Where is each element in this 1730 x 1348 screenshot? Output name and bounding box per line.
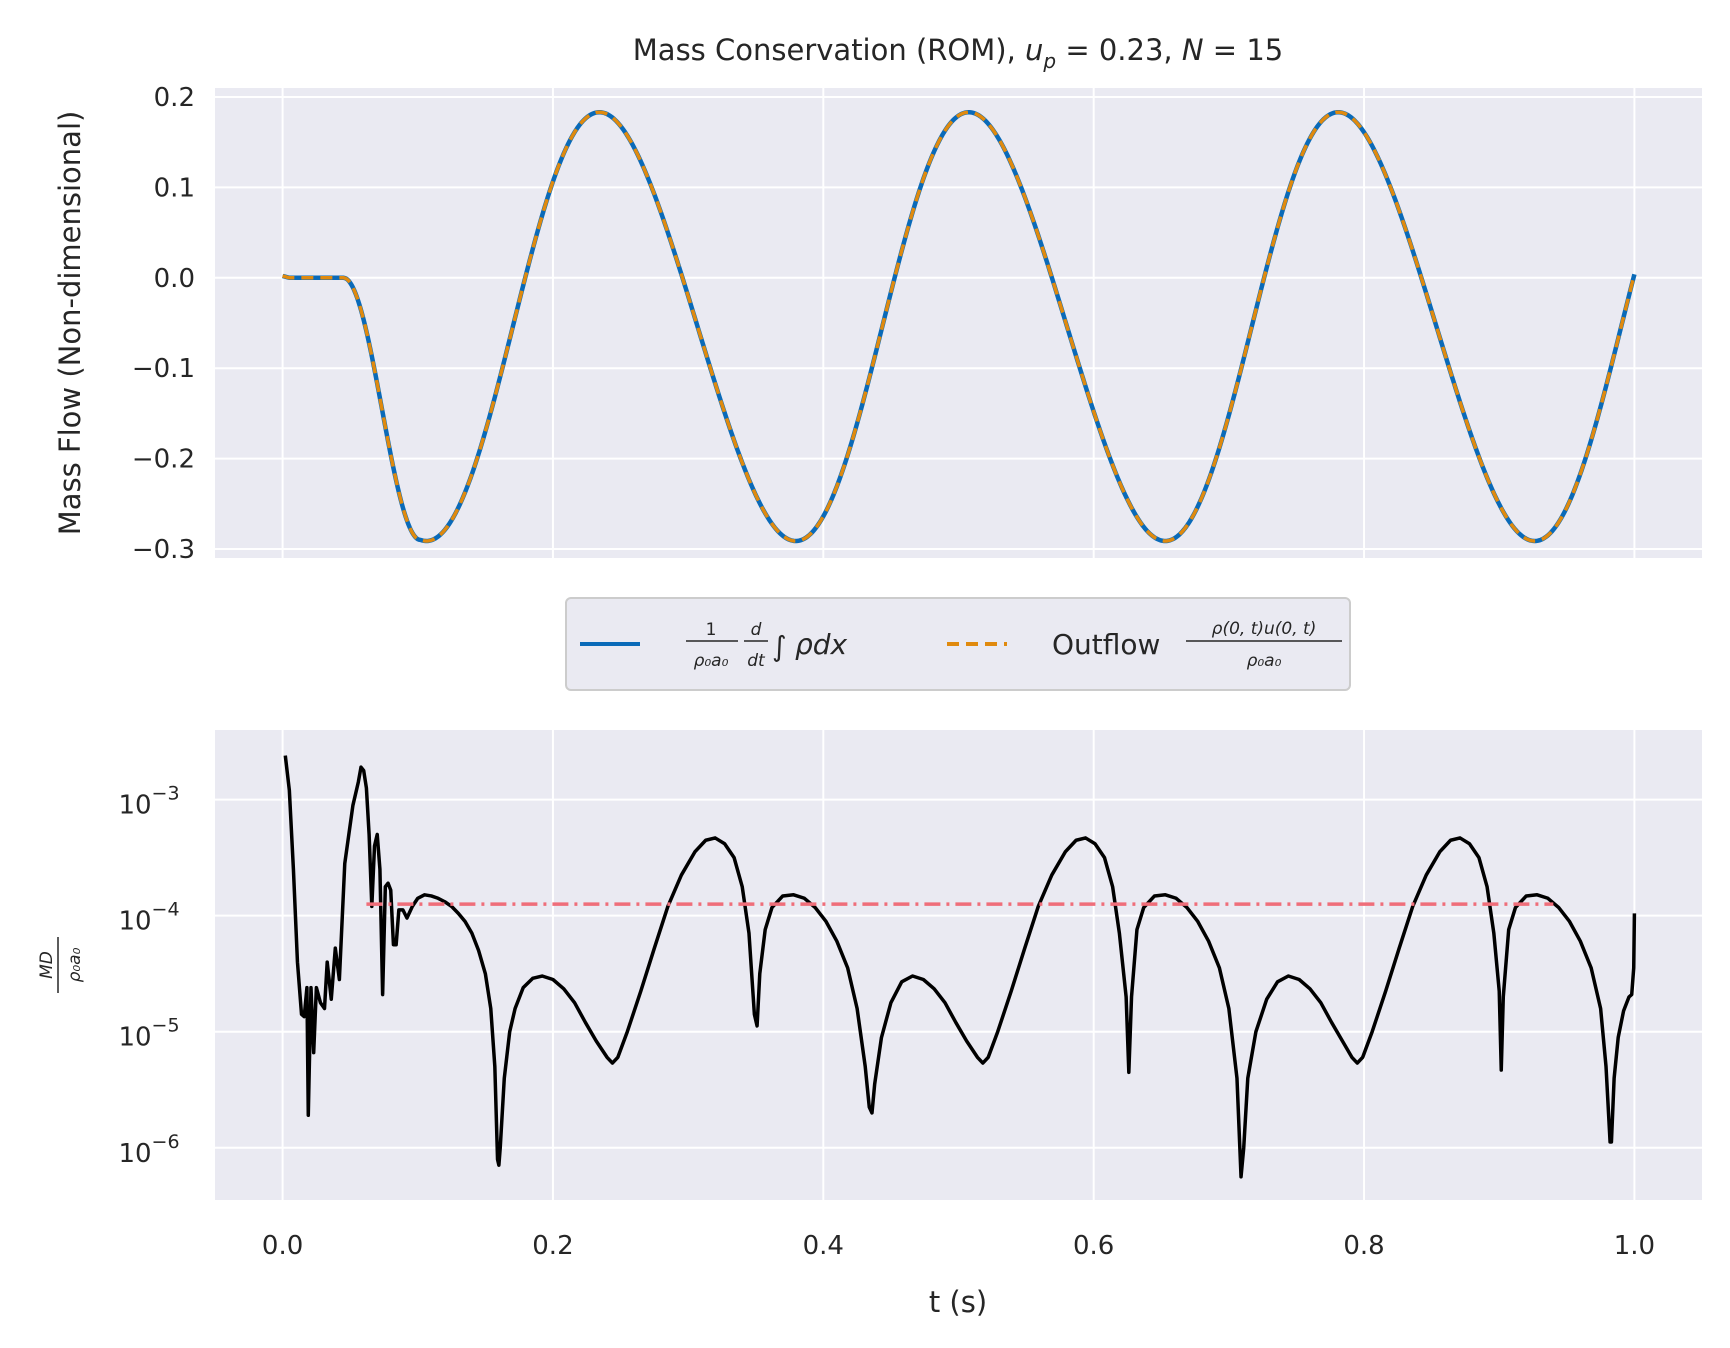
legend-frac2-num: d — [751, 620, 762, 640]
title-u-value: = 0.23, — [1056, 33, 1182, 67]
chart-title: Mass Conservation (ROM), up = 0.23, N = … — [633, 33, 1283, 73]
bottom-grid — [215, 730, 1702, 1200]
bottom-series — [283, 755, 1637, 1179]
bottom-x-tick-label: 0.2 — [532, 1231, 573, 1261]
top-y-tick-label: 0.2 — [154, 83, 195, 113]
bottom-x-tick-label: 1.0 — [1614, 1231, 1655, 1261]
top-y-tick-label: −0.2 — [132, 445, 195, 475]
series-line-md — [283, 755, 1637, 1179]
title-var-n: N — [1182, 33, 1204, 67]
top-axes: 0.2 0.1 0.0 −0.1 −0.2 −0.3 Mass Flow (Non-dim… — [53, 33, 1702, 565]
bottom-axes: 10−3 10−4 10−5 10−6 0.0 0.2 0.4 0.6 0.8 1.0 t (s… — [37, 730, 1702, 1319]
title-var-u-sub: p — [1042, 49, 1056, 73]
top-y-tick-label: −0.1 — [132, 354, 195, 384]
bottom-x-tick-label: 0.8 — [1343, 1231, 1384, 1261]
legend-frac2-den: dt — [747, 651, 766, 671]
legend-frac1-num: 1 — [706, 620, 717, 640]
legend-entry-2-prefix: Outflow — [1052, 628, 1160, 661]
top-y-axis-label: Mass Flow (Non-dimensional) — [53, 111, 87, 536]
bottom-x-axis-label: t (s) — [929, 1285, 987, 1319]
top-series — [282, 109, 1637, 544]
bottom-y-tick-labels: 10−3 10−4 10−5 10−6 — [118, 783, 179, 1169]
top-grid — [215, 88, 1702, 558]
legend-frac1-den: ρ₀a₀ — [694, 651, 729, 671]
legend-outflow-den: ρ₀a₀ — [1247, 651, 1282, 671]
legend-outflow-num: ρ(0, t)u(0, t) — [1212, 619, 1317, 639]
bottom-y-tick-label: 10−5 — [118, 1015, 179, 1053]
bottom-x-tick-labels: 0.0 0.2 0.4 0.6 0.8 1.0 — [262, 1231, 1655, 1261]
legend-entry-1-rest: ρdx — [795, 628, 848, 661]
bottom-y-tick-label: 10−3 — [118, 783, 179, 821]
bottom-plot-area — [215, 730, 1702, 1200]
top-y-tick-labels: 0.2 0.1 0.0 −0.1 −0.2 −0.3 — [132, 83, 195, 565]
top-y-tick-label: −0.3 — [132, 535, 195, 565]
series-line-outflow — [282, 110, 1637, 543]
bottom-y-axis-label: MD ρ₀a₀ — [37, 937, 85, 993]
top-x-ticks — [281, 558, 1636, 562]
top-y-tick-label: 0.0 — [154, 264, 195, 294]
title-var-u: u — [1025, 33, 1043, 67]
legend: 1 ρ₀a₀ d dt ∫ ρdx Outflow ρ(0, t)u(0, t)… — [565, 597, 1351, 691]
bottom-x-tick-label: 0.0 — [262, 1231, 303, 1261]
title-prefix: Mass Conservation (ROM), — [633, 33, 1025, 67]
bottom-y-tick-label: 10−4 — [118, 899, 179, 937]
top-y-tick-label: 0.1 — [154, 173, 195, 203]
bottom-ylabel-den: ρ₀a₀ — [65, 947, 85, 982]
top-plot-area — [215, 88, 1702, 558]
bottom-x-tick-label: 0.4 — [803, 1231, 844, 1261]
bottom-x-tick-label: 0.6 — [1073, 1231, 1114, 1261]
bottom-y-tick-label: 10−6 — [118, 1131, 179, 1169]
bottom-ylabel-num: MD — [37, 951, 57, 979]
legend-integral-sign: ∫ — [772, 630, 787, 663]
title-n-value: = 15 — [1204, 33, 1284, 67]
